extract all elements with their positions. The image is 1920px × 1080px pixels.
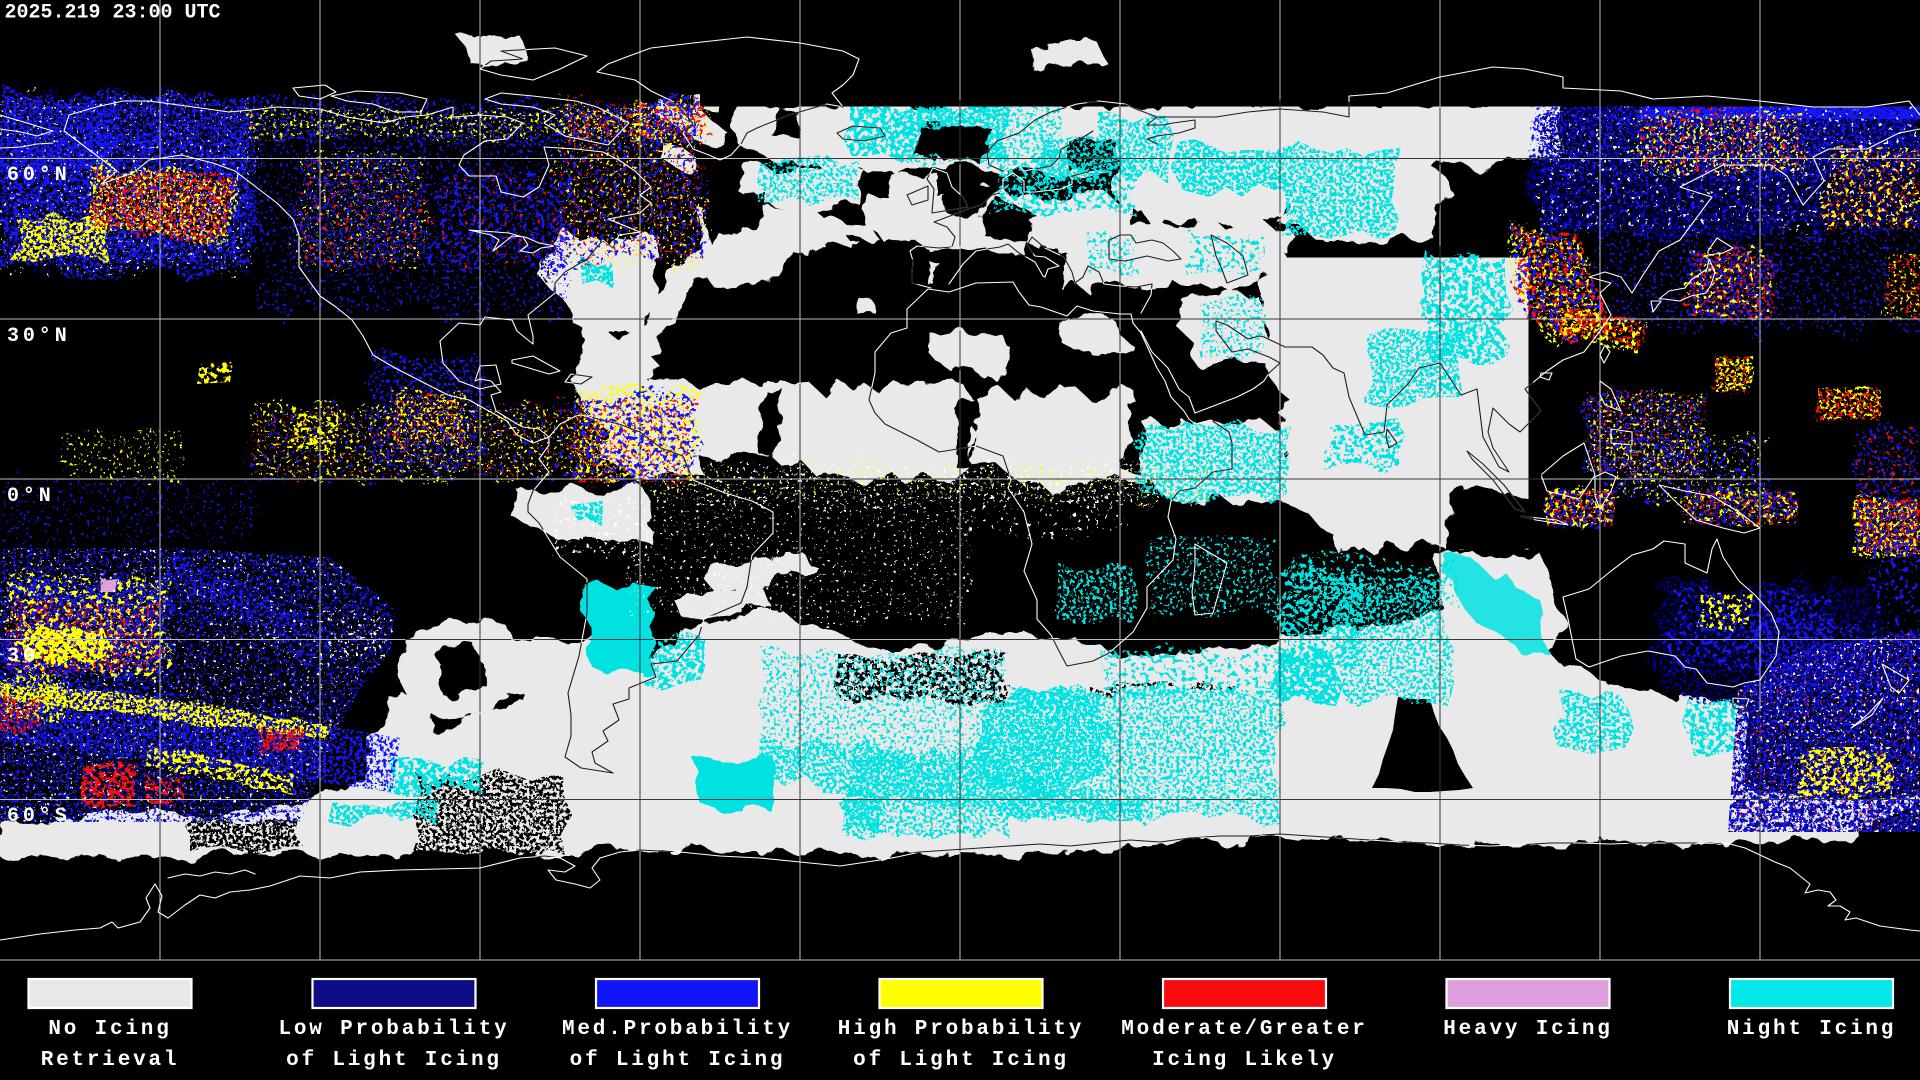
- svg-text:of Light Icing: of Light Icing: [853, 1049, 1069, 1072]
- svg-text:Night Icing: Night Icing: [1727, 1018, 1896, 1041]
- svg-text:60°S: 60°S: [7, 805, 71, 828]
- svg-text:High Probability: High Probability: [838, 1018, 1084, 1041]
- svg-text:Low Probability: Low Probability: [278, 1018, 509, 1041]
- svg-text:0°N: 0°N: [7, 485, 55, 508]
- svg-text:30°N: 30°N: [7, 325, 71, 348]
- svg-text:60°N: 60°N: [7, 164, 71, 187]
- svg-text:No Icing: No Icing: [48, 1018, 171, 1041]
- svg-text:Retrieval: Retrieval: [41, 1049, 180, 1072]
- svg-text:Heavy Icing: Heavy Icing: [1443, 1018, 1612, 1041]
- svg-text:of Light Icing: of Light Icing: [286, 1049, 502, 1072]
- svg-text:Med.Probability: Med.Probability: [562, 1018, 793, 1041]
- svg-text:Icing Likely: Icing Likely: [1152, 1049, 1337, 1072]
- svg-text:30: 30: [7, 645, 39, 668]
- svg-text:of Light Icing: of Light Icing: [570, 1049, 786, 1072]
- svg-text:Moderate/Greater: Moderate/Greater: [1121, 1018, 1367, 1041]
- svg-text:2025.219 23:00 UTC: 2025.219 23:00 UTC: [5, 2, 221, 25]
